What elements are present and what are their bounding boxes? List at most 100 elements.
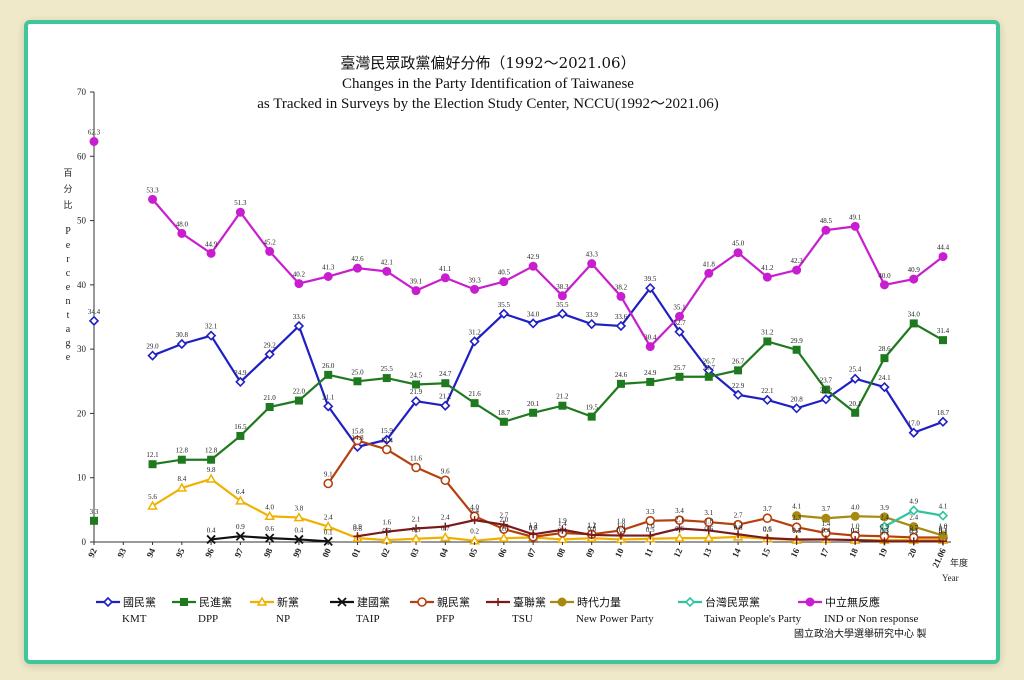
x-tick-label: 10: [613, 546, 626, 559]
data-label: 21.1: [322, 393, 335, 401]
data-label: 38.2: [615, 283, 628, 291]
data-label: 51.3: [234, 199, 247, 207]
data-label: 34.0: [527, 310, 540, 318]
data-label: 0.5: [412, 526, 421, 534]
data-point: [762, 272, 772, 282]
data-label: 33.9: [586, 311, 599, 319]
data-point: [265, 246, 275, 256]
x-tick-label: 95: [174, 546, 187, 559]
data-point: [323, 536, 333, 546]
legend-label-zh: 台灣民眾黨: [705, 595, 760, 609]
chart-title-en-2: as Tracked in Surveys by the Election St…: [257, 96, 718, 112]
data-label: 21.0: [264, 394, 277, 402]
data-point: [382, 527, 391, 536]
x-tick-label: 05: [467, 546, 480, 559]
data-point: [410, 396, 422, 407]
legend-label-zh: 中立無反應: [825, 595, 880, 609]
legend-label-en: Taiwan People's Party: [704, 613, 802, 625]
data-point: [440, 400, 451, 411]
legend-marker: [102, 596, 114, 608]
data-label: 0.4: [792, 526, 801, 534]
data-label: 45.0: [732, 240, 745, 248]
data-label: 1.0: [939, 523, 948, 531]
data-label: 11.6: [410, 454, 422, 462]
data-point: [557, 308, 568, 319]
data-point: [645, 342, 655, 352]
data-point: [587, 530, 596, 539]
data-label: 0.6: [704, 525, 713, 533]
data-label: 6.4: [236, 488, 245, 496]
data-point: [441, 522, 450, 531]
legend-item: 民進黨 DPP: [172, 595, 232, 625]
data-label: 14.4: [381, 436, 394, 444]
legend-label-zh: 國民黨: [123, 595, 156, 609]
data-label: 12.8: [205, 447, 218, 455]
data-point: [353, 532, 362, 541]
data-point: [938, 531, 948, 541]
data-point: [820, 394, 832, 405]
data-point: [616, 531, 625, 540]
data-label: 1.4: [822, 520, 831, 528]
data-label: 0.7: [441, 525, 450, 533]
data-point: [879, 521, 890, 532]
legend-marker: [256, 596, 268, 606]
data-label: 9.6: [441, 467, 450, 475]
x-tick-label: 92: [86, 546, 99, 559]
data-label: 4.0: [265, 503, 274, 511]
data-point: [645, 515, 656, 526]
data-label: 24.9: [644, 369, 657, 377]
data-point: [880, 354, 889, 363]
data-label: 0.4: [822, 526, 831, 534]
data-label: 0.6: [587, 525, 596, 533]
data-point: [265, 533, 275, 543]
data-label: 33.6: [293, 313, 306, 321]
data-label: 35.5: [556, 301, 569, 309]
data-point: [440, 475, 451, 486]
data-label: 4.1: [792, 503, 801, 511]
y-axis-title-char: n: [66, 296, 71, 307]
y-tick-label: 70: [77, 87, 87, 97]
data-label: 1.1: [587, 522, 596, 530]
data-label: 24.1: [878, 374, 891, 382]
data-point: [264, 349, 275, 360]
data-point: [528, 318, 539, 329]
series-line: [796, 514, 944, 537]
y-tick-label: 10: [77, 473, 87, 483]
data-label: 2.7: [734, 512, 743, 520]
legend-label-en: KMT: [122, 613, 147, 625]
data-label: 2.4: [909, 514, 918, 522]
data-point: [762, 394, 773, 406]
data-point: [529, 408, 538, 417]
series-tsu: [353, 516, 947, 546]
data-label: 42.6: [351, 255, 364, 263]
data-label: 4.0: [851, 503, 860, 511]
data-label: 32.7: [673, 319, 686, 327]
data-point: [265, 403, 274, 411]
data-label: 62.3: [88, 129, 101, 137]
x-tick-label: 17: [818, 546, 831, 559]
data-point: [470, 399, 479, 408]
data-point: [675, 311, 685, 321]
chart-title-zh: 臺灣民眾政黨偏好分佈（1992～2021.06）: [340, 54, 635, 72]
data-label: 3.4: [470, 507, 479, 515]
data-point: [851, 408, 860, 417]
series-dpp: [90, 319, 947, 525]
data-label: 2.1: [412, 516, 421, 524]
data-label: 3.3: [646, 508, 655, 516]
data-point: [293, 320, 305, 332]
legend-label-zh: 親民黨: [437, 595, 470, 609]
data-label: 2.4: [880, 514, 889, 522]
data-label: 9.1: [324, 471, 333, 479]
data-label: 1.8: [704, 517, 713, 525]
data-point: [704, 526, 713, 535]
legend-marker: [684, 596, 696, 608]
data-point: [557, 291, 567, 301]
data-label: 2.7: [499, 512, 508, 520]
data-label: 29.0: [146, 343, 159, 351]
data-label: 0.3: [939, 527, 948, 535]
data-label: 0.9: [880, 523, 889, 531]
data-label: 38.3: [556, 283, 569, 291]
data-point: [733, 248, 743, 258]
data-label: 0.1: [880, 528, 889, 536]
data-point: [498, 308, 509, 319]
